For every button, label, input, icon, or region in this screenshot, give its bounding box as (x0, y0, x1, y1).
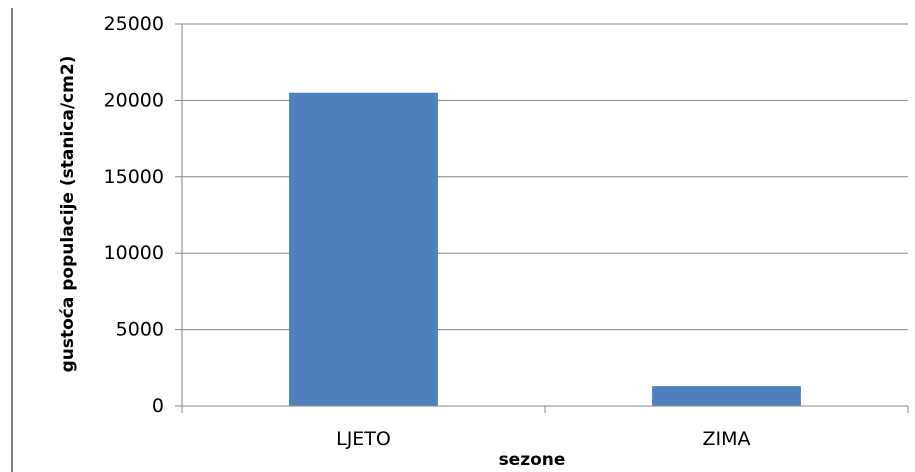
y-tick-label: 5000 (116, 319, 164, 341)
x-tick-labels: LJETO ZIMA (336, 428, 750, 450)
y-axis-title: gustoća populacije (stanica/cm2) (58, 56, 78, 373)
bar-zima (652, 386, 801, 406)
bars (289, 92, 801, 406)
y-tick-label: 10000 (104, 242, 164, 264)
y-tick-label: 0 (152, 395, 164, 417)
gridlines (175, 23, 908, 407)
x-tick-label: ZIMA (702, 428, 750, 450)
y-tick-label: 25000 (104, 13, 164, 35)
bar-ljeto (289, 92, 438, 406)
y-tick-label: 20000 (104, 89, 164, 111)
y-tick-label: 15000 (104, 166, 164, 188)
x-tick-label: LJETO (336, 428, 391, 450)
axes (181, 24, 909, 413)
y-tick-labels: 0 5000 10000 15000 20000 25000 (104, 13, 164, 417)
x-axis-title: sezone (499, 450, 566, 470)
